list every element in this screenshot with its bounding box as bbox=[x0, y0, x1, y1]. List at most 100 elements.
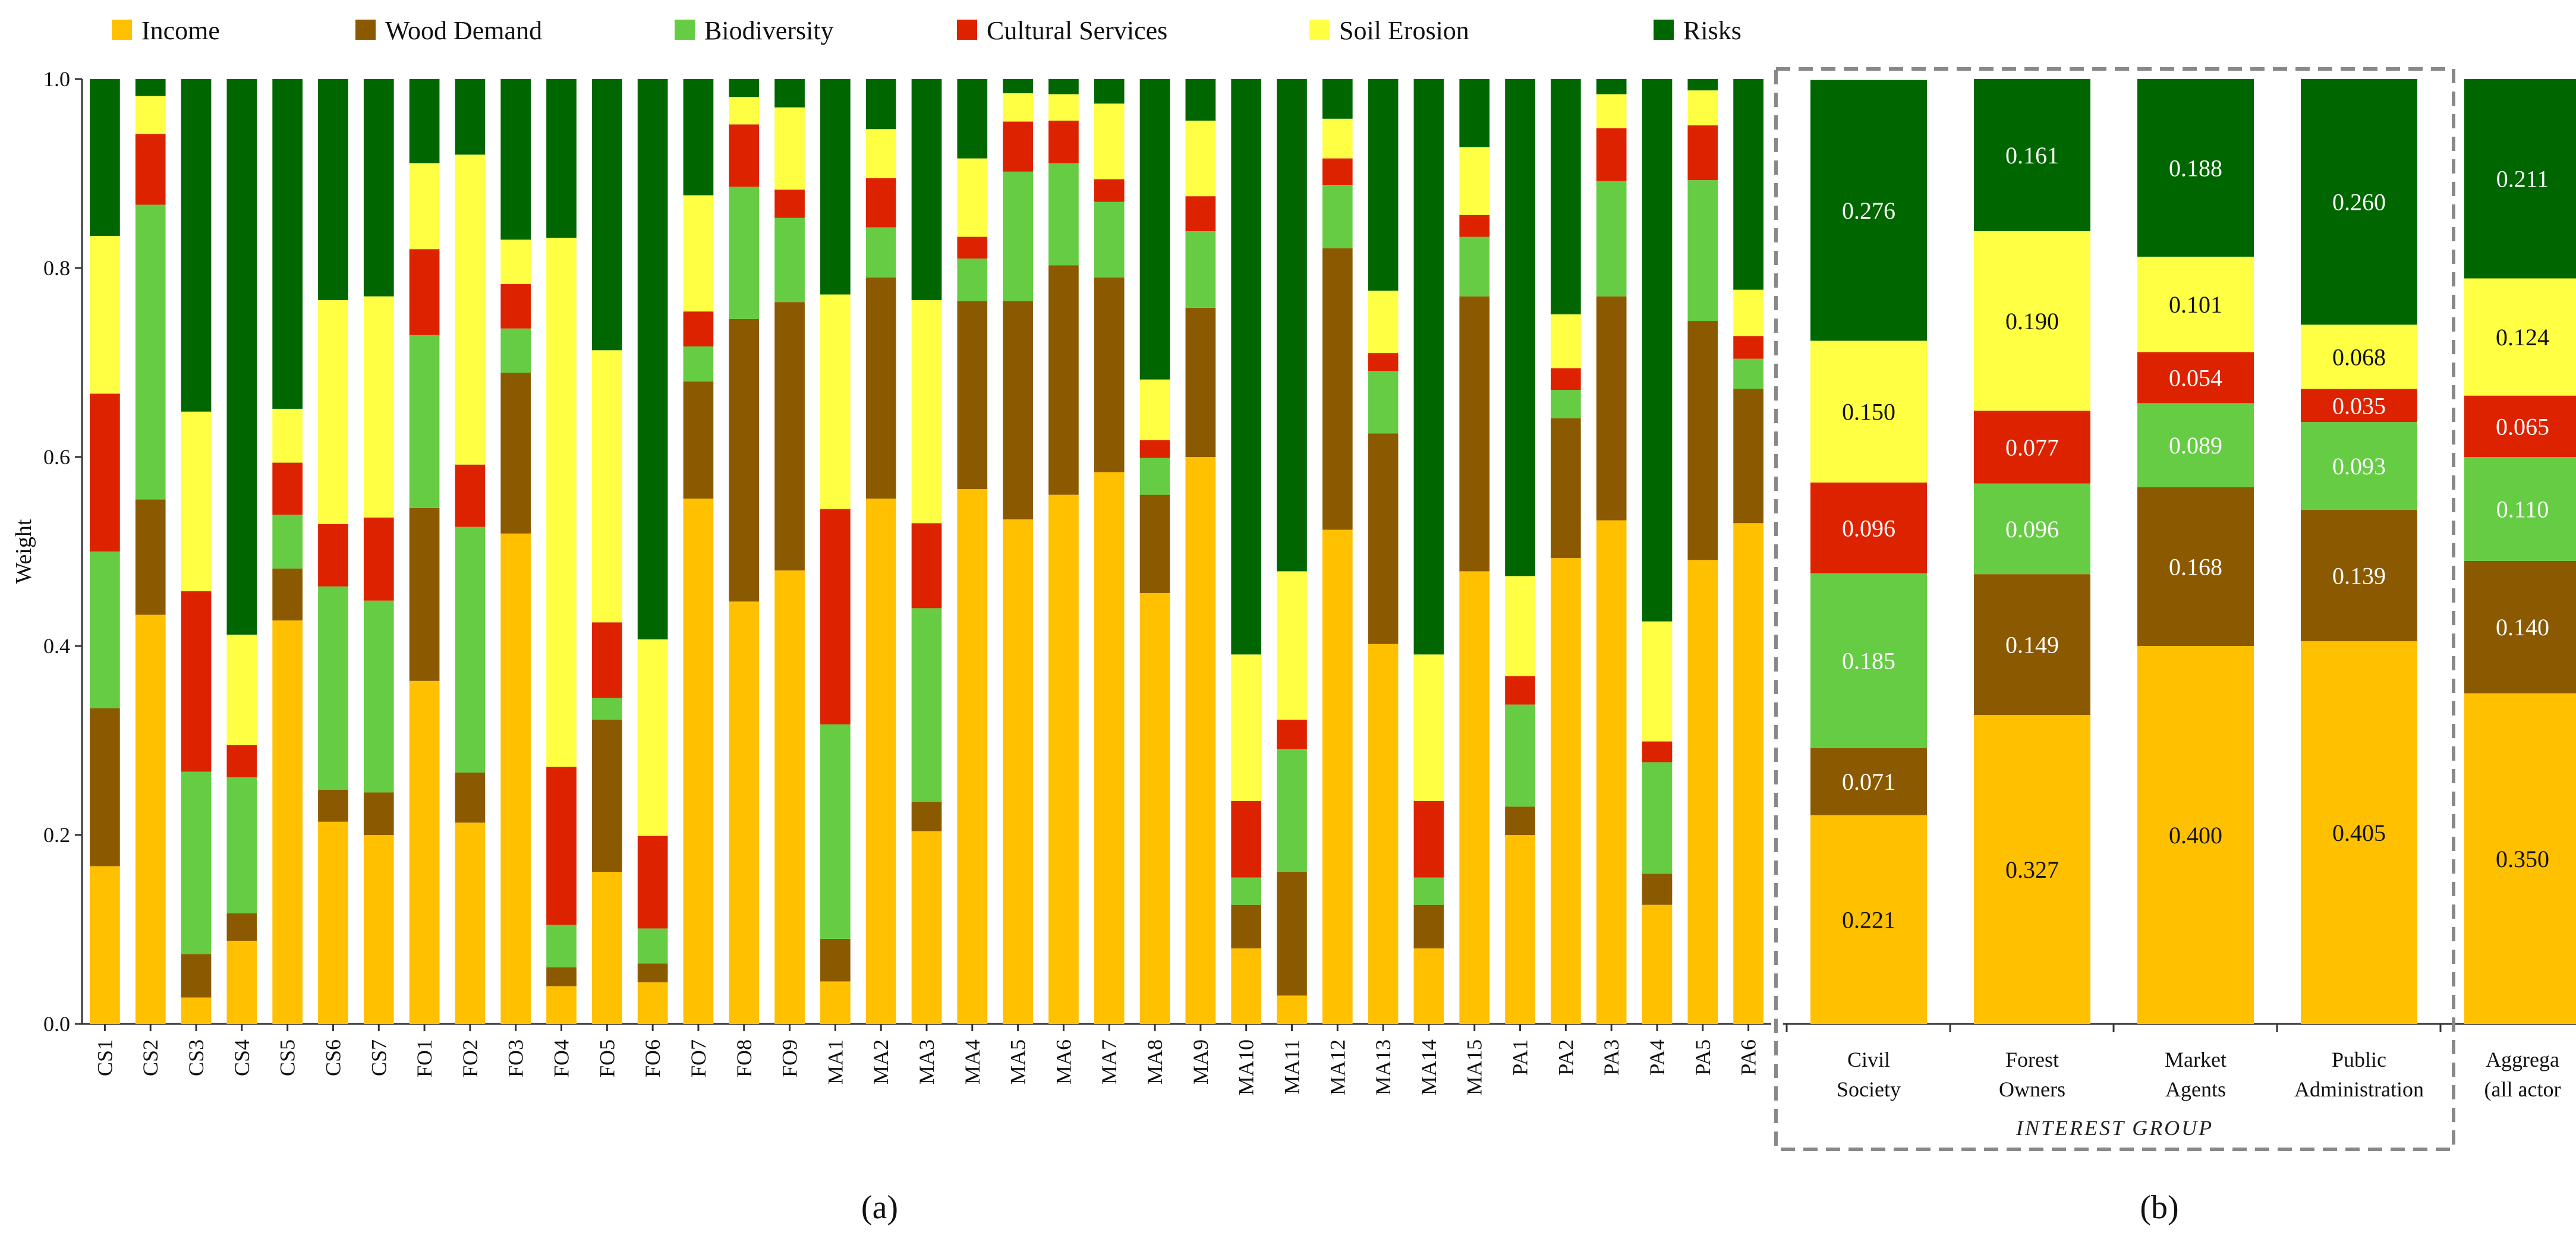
bar-segment-PA1-bio bbox=[1505, 704, 1535, 807]
bar-segment-MA2-bio bbox=[865, 227, 896, 278]
bar-segment-MA10-soil bbox=[1231, 654, 1262, 801]
bar-segment-MA11-cult bbox=[1277, 720, 1307, 749]
data-label: 0.168 bbox=[2169, 553, 2222, 580]
bar-segment-MA12-bio bbox=[1322, 185, 1353, 248]
x-category-label: PA1 bbox=[1509, 1039, 1532, 1076]
bar-segment-PA2-cult bbox=[1551, 368, 1581, 390]
x-category-label: FO1 bbox=[412, 1039, 436, 1077]
panel-a-chart: 0.0 0.2 0.4 0.6 0.8 1.0 Weight CS1 CS2 CS3 CS4 CS5 C… bbox=[11, 67, 1771, 1095]
bar-segment-PA5-risk bbox=[1687, 79, 1718, 91]
bar-segment-FO8-cult bbox=[729, 124, 760, 187]
data-label: 0.071 bbox=[1842, 768, 1895, 795]
bar-segment-FO3-soil bbox=[500, 239, 531, 285]
group-bar-segment-risk bbox=[1974, 79, 2090, 231]
bar-segment-PA4-risk bbox=[1642, 79, 1673, 622]
x-category-label: MA2 bbox=[869, 1039, 893, 1085]
y-tick-label: 0.6 bbox=[43, 445, 70, 469]
bar-segment-FO5-bio bbox=[591, 698, 622, 720]
bar-segment-CS5-risk bbox=[272, 79, 303, 409]
bar-segment-PA1-wood bbox=[1505, 806, 1535, 835]
bar-segment-MA12-wood bbox=[1322, 248, 1353, 530]
bar-segment-CS4-wood bbox=[226, 913, 257, 941]
bar-segment-FO8-risk bbox=[729, 79, 760, 97]
bar-segment-CS1-soil bbox=[90, 235, 120, 394]
group-category-label: (all actor bbox=[2484, 1077, 2561, 1101]
bar-segment-MA6-cult bbox=[1048, 120, 1079, 163]
group-bar-segment-cult bbox=[1974, 411, 2090, 484]
bar-segment-MA7-bio bbox=[1094, 201, 1125, 278]
group-bar-segment-income bbox=[1810, 815, 1927, 1024]
group-bar-segment-cult bbox=[1810, 482, 1927, 573]
data-label: 0.327 bbox=[2005, 856, 2059, 883]
bar-segment-MA5-soil bbox=[1003, 93, 1033, 122]
group-bar-segment-cult bbox=[2464, 395, 2576, 457]
bar-segment-PA4-cult bbox=[1642, 741, 1673, 762]
data-label: 0.096 bbox=[2005, 516, 2059, 543]
bar-segment-FO4-cult bbox=[546, 767, 577, 925]
x-category-label: MA4 bbox=[961, 1039, 984, 1085]
bar-segment-PA1-income bbox=[1505, 835, 1535, 1024]
bar-segment-MA12-income bbox=[1322, 529, 1353, 1024]
bar-segment-FO5-soil bbox=[591, 350, 622, 623]
bar-segment-MA13-wood bbox=[1368, 433, 1399, 644]
bar-segment-PA2-wood bbox=[1551, 418, 1581, 559]
bar-segment-CS2-bio bbox=[135, 204, 166, 500]
bar-segment-FO6-risk bbox=[637, 79, 668, 639]
group-bar-segment-soil bbox=[1810, 341, 1927, 483]
data-label: 0.400 bbox=[2169, 822, 2222, 849]
bar-segment-MA9-wood bbox=[1185, 307, 1216, 457]
legend-label-risk: Risks bbox=[1683, 16, 1742, 45]
x-category-label: FO8 bbox=[732, 1039, 756, 1077]
group-bar-segment-risk bbox=[2301, 79, 2417, 325]
bar-segment-CS4-risk bbox=[226, 79, 257, 635]
bar-segment-MA4-risk bbox=[957, 79, 988, 159]
group-bar-segment-soil bbox=[2301, 324, 2417, 389]
bar-segment-MA4-wood bbox=[957, 301, 988, 490]
bar-segment-FO1-income bbox=[409, 680, 440, 1024]
bar-segment-FO7-soil bbox=[683, 195, 714, 312]
bar-segment-CS3-bio bbox=[181, 771, 212, 954]
data-label: 0.093 bbox=[2332, 453, 2386, 480]
bar-segment-MA7-soil bbox=[1094, 103, 1125, 179]
bar-segment-CS6-risk bbox=[318, 79, 348, 301]
legend-swatch-risk bbox=[1654, 20, 1674, 40]
bar-segment-MA8-soil bbox=[1139, 379, 1170, 440]
bar-segment-FO2-wood bbox=[455, 773, 486, 823]
x-category-label: FO3 bbox=[504, 1039, 528, 1077]
legend-swatch-wood bbox=[355, 20, 376, 40]
bar-segment-MA14-income bbox=[1413, 948, 1444, 1024]
data-label: 0.096 bbox=[1842, 515, 1895, 541]
bar-segment-MA14-risk bbox=[1413, 79, 1444, 655]
bar-segment-FO7-wood bbox=[683, 381, 714, 499]
bar-segment-FO1-risk bbox=[409, 79, 440, 163]
bar-segment-MA8-risk bbox=[1139, 79, 1170, 380]
bar-segment-MA13-soil bbox=[1368, 291, 1399, 354]
bar-segment-MA7-cult bbox=[1094, 179, 1125, 202]
bar-segment-PA5-income bbox=[1687, 560, 1718, 1024]
bar-segment-PA6-income bbox=[1733, 523, 1763, 1024]
group-category-label: Market bbox=[2165, 1048, 2227, 1071]
group-category-label: Administration bbox=[2294, 1077, 2424, 1101]
bar-segment-CS4-bio bbox=[226, 777, 257, 913]
bar-segment-MA10-bio bbox=[1231, 877, 1262, 905]
x-category-label: CS6 bbox=[321, 1039, 345, 1076]
bar-segment-PA1-risk bbox=[1505, 79, 1535, 576]
x-category-label: CS4 bbox=[230, 1039, 254, 1076]
bar-segment-MA7-income bbox=[1094, 472, 1125, 1024]
group-bar-segment-bio bbox=[1810, 573, 1927, 748]
bar-segment-FO8-soil bbox=[729, 97, 760, 125]
bar-segment-MA9-bio bbox=[1185, 231, 1216, 308]
bar-segment-MA4-cult bbox=[957, 237, 988, 259]
bar-segment-CS2-wood bbox=[135, 499, 166, 615]
bar-segment-MA11-soil bbox=[1277, 571, 1307, 720]
legend-swatch-cult bbox=[957, 20, 977, 40]
bar-segment-MA14-wood bbox=[1413, 904, 1444, 948]
data-label: 0.350 bbox=[2496, 846, 2549, 872]
bar-segment-PA5-soil bbox=[1687, 90, 1718, 125]
bar-segment-FO6-cult bbox=[637, 836, 668, 929]
bar-segment-MA5-cult bbox=[1003, 121, 1033, 172]
bar-segment-PA5-cult bbox=[1687, 125, 1718, 181]
bar-segment-MA3-cult bbox=[911, 523, 942, 609]
bar-segment-FO9-cult bbox=[774, 190, 805, 218]
interest-group-caption: INTEREST GROUP bbox=[2016, 1116, 2213, 1140]
